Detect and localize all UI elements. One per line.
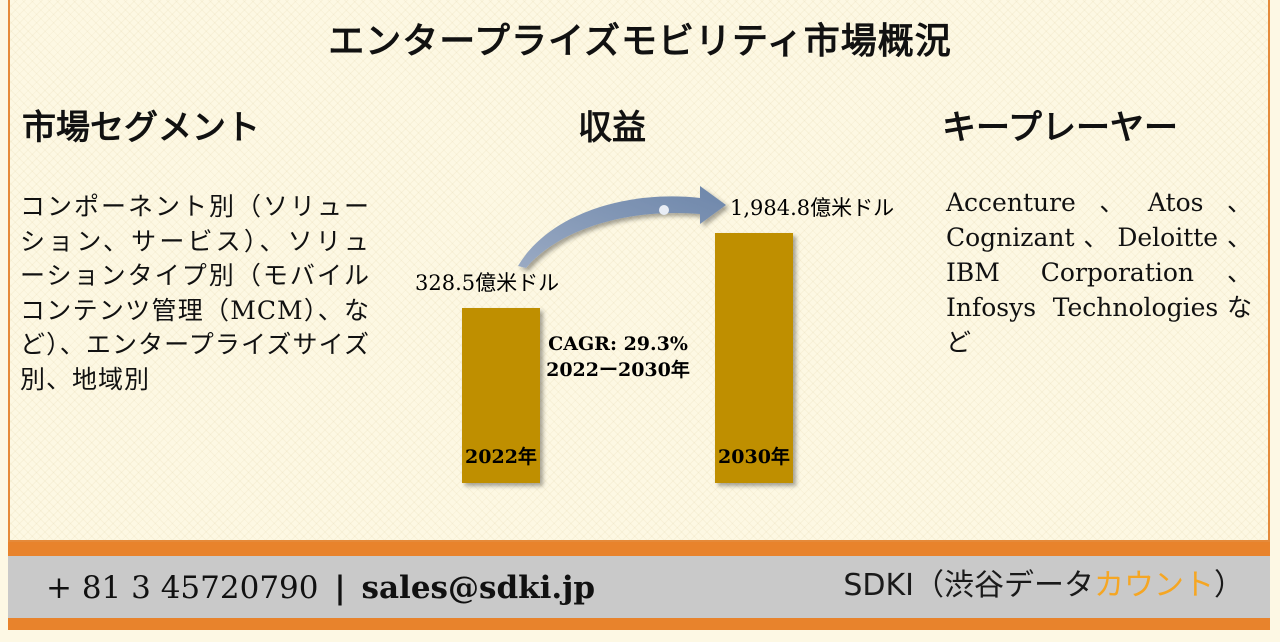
- brand-accent: カウント: [1094, 568, 1214, 603]
- footer-stripe-top: [8, 542, 1270, 556]
- bar-2: [715, 233, 793, 483]
- footer-bar: + 81 3 45720790 | sales@sdki.jp SDKI（渋谷デ…: [8, 556, 1270, 618]
- brand-prefix: SDKI（渋谷データ: [843, 568, 1094, 603]
- phone-number[interactable]: + 81 3 45720790: [46, 570, 319, 606]
- key-players-text: Accenture、Atos、Cognizant、Deloitte、IBM Co…: [946, 188, 1252, 357]
- infographic-card: [8, 0, 1270, 542]
- arrow-dot: [659, 205, 669, 215]
- bar-value-label: 328.5億米ドル: [415, 271, 559, 295]
- footer-stripe-bottom: [8, 618, 1270, 630]
- bar-category-label: 2030年: [718, 445, 790, 468]
- bar-category-label: 2022年: [465, 445, 537, 468]
- email-link[interactable]: sales@sdki.jp: [361, 570, 596, 606]
- page-title: エンタープライズモビリティ市場概況: [328, 20, 952, 62]
- bar-value-label: 1,984.8億米ドル: [730, 196, 894, 220]
- segments-heading: 市場セグメント: [22, 108, 260, 148]
- bar-1: [462, 308, 540, 483]
- segments-text: コンポーネント別（ソリューション、サービス）、ソリューションタイプ別（モバイルコ…: [20, 192, 370, 394]
- key-players-heading: キープレーヤー: [942, 108, 1178, 148]
- brand-name: SDKI（渋谷データカウント）: [843, 560, 1244, 604]
- revenue-heading: 収益: [578, 108, 646, 148]
- cagr-period: 2022ー2030年: [546, 358, 690, 381]
- growth-arrow: [518, 186, 726, 268]
- cagr-label: CAGR: 29.3%: [548, 333, 688, 355]
- brand-suffix: ）: [1214, 568, 1244, 603]
- contact-info: + 81 3 45720790 | sales@sdki.jp: [46, 570, 595, 606]
- contact-separator: |: [334, 570, 346, 606]
- revenue-chart: 2022年 328.5億米ドル 2030年 1,984.8億米ドル CAGR: 29.…: [415, 186, 894, 483]
